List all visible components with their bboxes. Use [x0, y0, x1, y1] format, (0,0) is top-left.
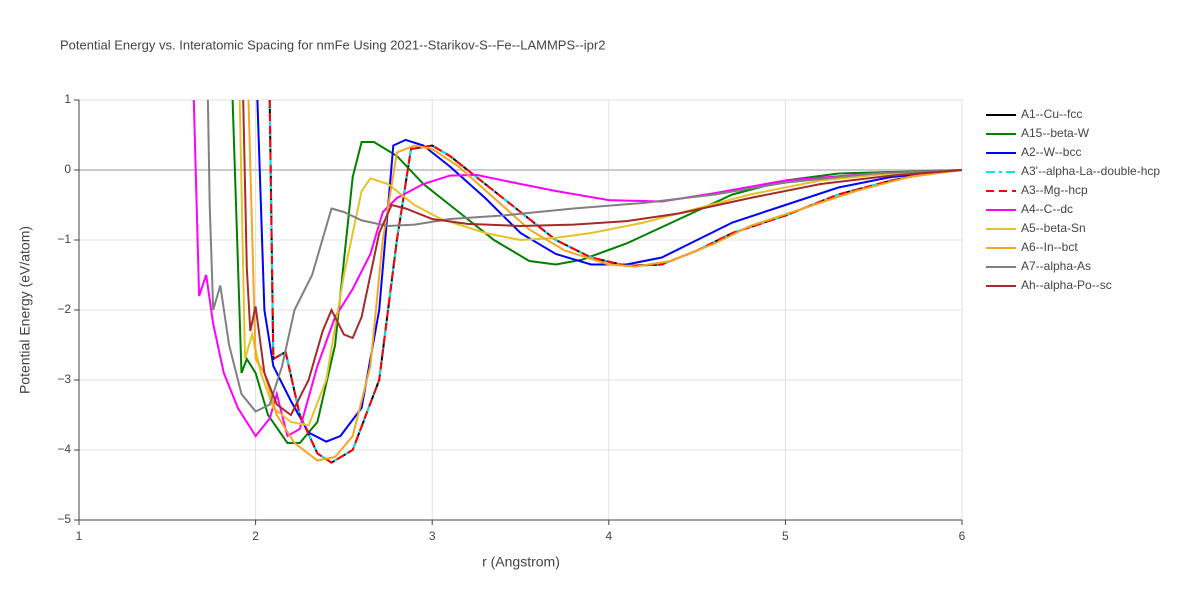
y-axis-title: Potential Energy (eV/atom) [17, 226, 33, 394]
legend-text: A6--In--bct [1021, 240, 1078, 254]
legend-text: A1--Cu--fcc [1021, 107, 1082, 121]
legend-text: A3--Mg--hcp [1021, 183, 1088, 197]
x-tick-label: 3 [429, 529, 436, 543]
y-tick-label: −1 [57, 232, 71, 246]
legend-text: A5--beta-Sn [1021, 221, 1086, 235]
chart-title: Potential Energy vs. Interatomic Spacing… [60, 37, 605, 52]
line-series [268, 100, 962, 464]
line-series [242, 100, 962, 417]
line-series [268, 100, 962, 464]
legend-text: A15--beta-W [1021, 126, 1090, 140]
y-tick-label: 0 [64, 162, 71, 176]
legend-text: A3'--alpha-La--double-hcp [1021, 164, 1160, 178]
legend-text: A4--C--dc [1021, 202, 1073, 216]
legend-text: Ah--alpha-Po--sc [1021, 278, 1112, 292]
y-tick-label: 1 [64, 92, 71, 106]
legend-text: A2--W--bcc [1021, 145, 1081, 159]
line-series [268, 100, 962, 464]
y-tick-label: −4 [57, 442, 71, 456]
line-series [247, 100, 962, 462]
plot-area [192, 100, 962, 464]
x-tick-label: 4 [605, 529, 612, 543]
x-tick-label: 2 [252, 529, 259, 543]
x-tick-label: 1 [76, 529, 83, 543]
y-tick-label: −5 [57, 512, 71, 526]
legend-text: A7--alpha-As [1021, 259, 1091, 273]
y-tick-label: −2 [57, 302, 71, 316]
x-tick-label: 5 [782, 529, 789, 543]
line-series [231, 100, 962, 444]
x-axis-title: r (Angstrom) [482, 554, 560, 570]
y-tick-label: −3 [57, 372, 71, 386]
line-series [192, 100, 962, 438]
line-series [256, 100, 962, 443]
line-series [206, 100, 962, 413]
x-tick-label: 6 [959, 529, 966, 543]
